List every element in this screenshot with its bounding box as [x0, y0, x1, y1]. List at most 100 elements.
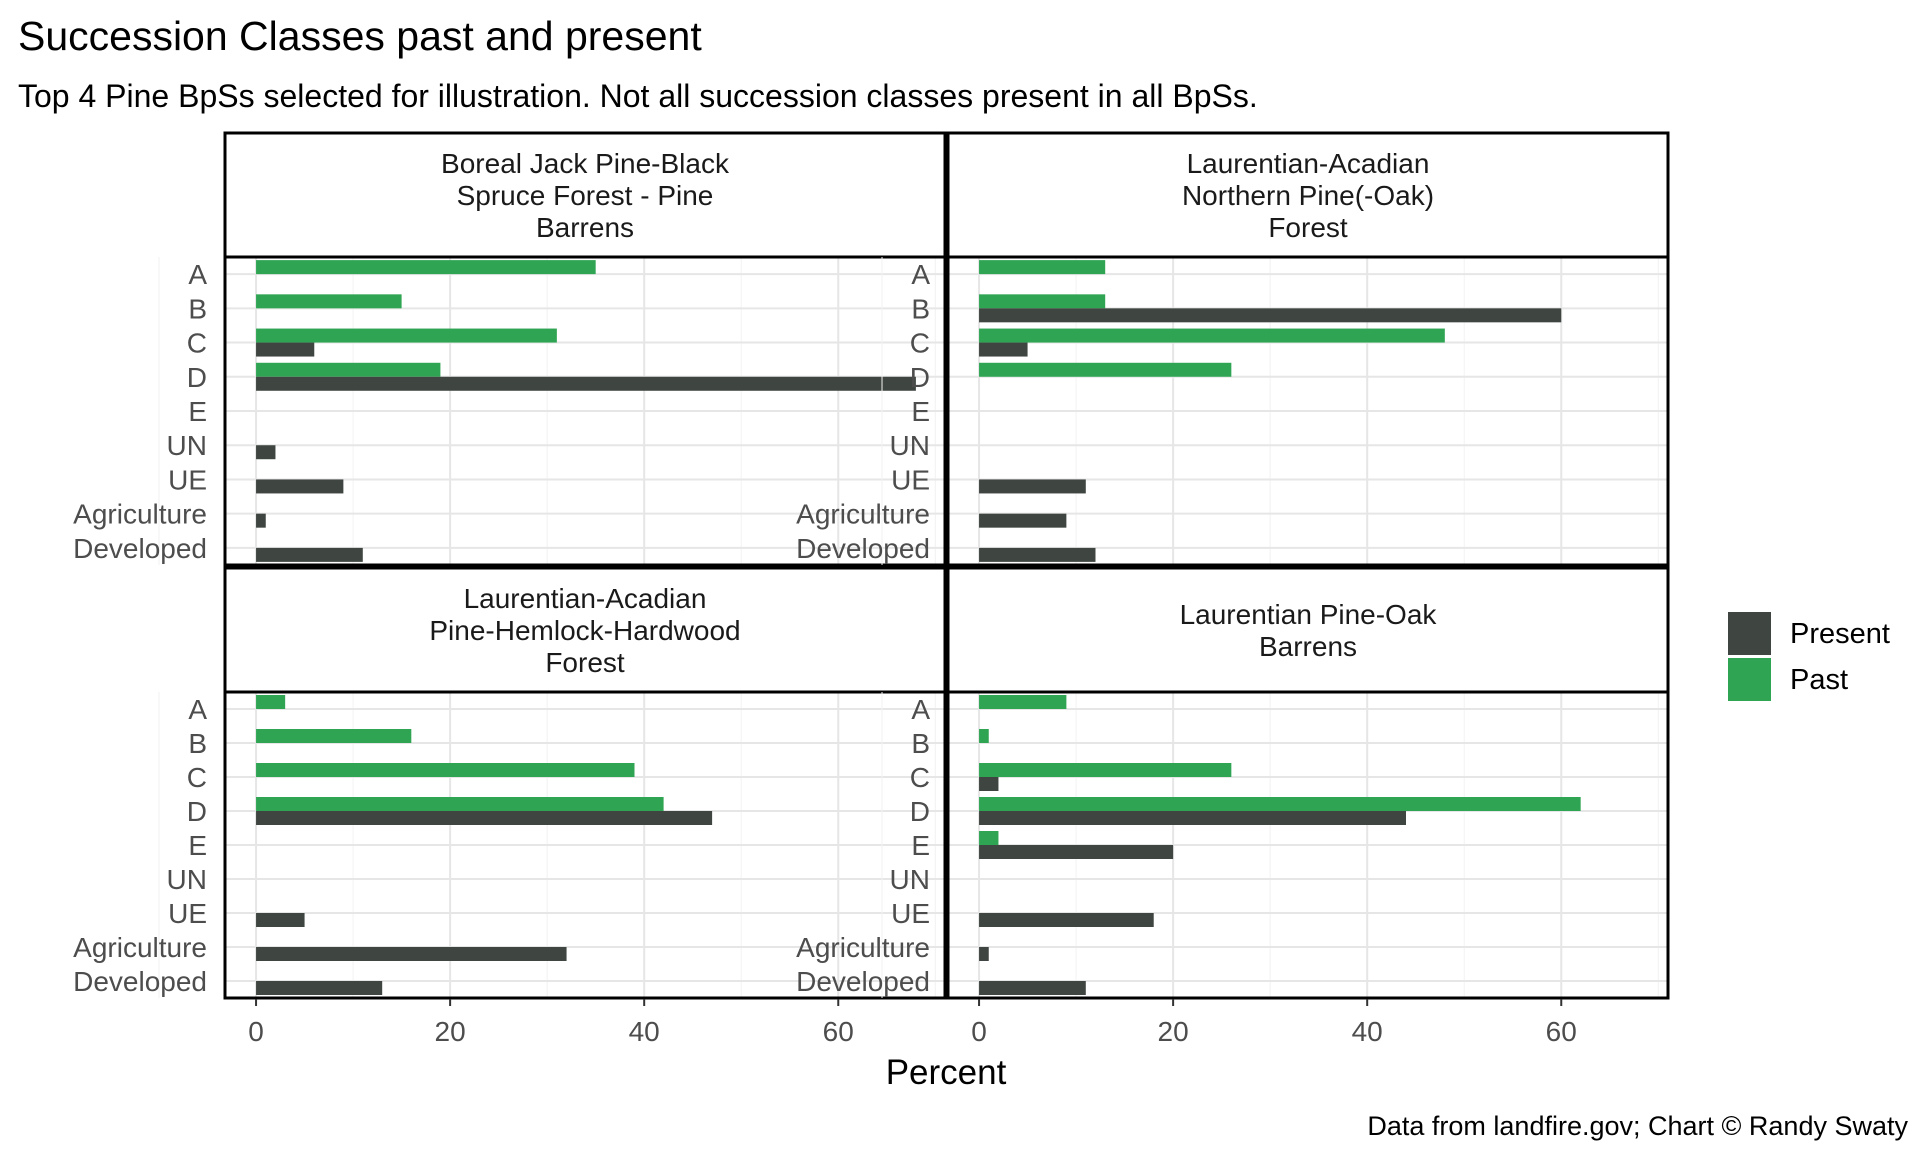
bar-past: [979, 729, 989, 743]
y-tick-label: D: [187, 362, 207, 393]
x-axis-label: Percent: [886, 1053, 1007, 1092]
facet-title-line: Laurentian-Acadian: [1187, 148, 1430, 179]
bar-past: [256, 260, 596, 275]
x-tick-label: 40: [629, 1016, 660, 1047]
facet-title-line: Forest: [545, 647, 625, 678]
chart-title: Succession Classes past and present: [18, 13, 702, 59]
bar-past: [256, 695, 286, 709]
y-tick-label: C: [187, 328, 207, 359]
facet-title-line: Northern Pine(-Oak): [1182, 180, 1434, 211]
bar-present: [979, 913, 1154, 927]
chart-subtitle: Top 4 Pine BpSs selected for illustratio…: [18, 78, 1258, 114]
y-tick-label: C: [187, 762, 207, 793]
bar-present: [256, 947, 567, 961]
bar-present: [979, 811, 1407, 825]
y-tick-label: E: [911, 830, 930, 861]
bar-present: [979, 342, 1028, 357]
bar-present: [256, 981, 383, 995]
bar-present: [979, 845, 1174, 859]
facet-title-line: Laurentian-Acadian: [464, 583, 707, 614]
facet-strip: [223, 131, 947, 259]
bar-present: [256, 479, 344, 494]
facet-title-line: Laurentian Pine-Oak: [1180, 599, 1438, 630]
y-tick-label: C: [910, 328, 930, 359]
y-tick-label: A: [911, 259, 930, 290]
bar-past: [979, 260, 1106, 275]
facet-strip: [946, 566, 1670, 694]
bar-past: [979, 294, 1106, 309]
facet-title-line: Barrens: [1259, 631, 1357, 662]
facet-panel: ABCDEUNUEAgricultureDevelopedLaurentian-…: [796, 131, 1670, 567]
bar-past: [256, 328, 557, 343]
y-tick-label: D: [910, 796, 930, 827]
y-tick-label: B: [188, 293, 207, 324]
bar-present: [256, 376, 916, 391]
bar-present: [979, 981, 1086, 995]
y-tick-label: UN: [890, 430, 930, 461]
y-tick-label: UN: [167, 430, 207, 461]
y-tick-label: UE: [891, 464, 930, 495]
y-tick-label: B: [911, 728, 930, 759]
y-tick-label: D: [910, 362, 930, 393]
bar-present: [256, 445, 276, 460]
x-tick-label: 40: [1352, 1016, 1383, 1047]
bar-present: [979, 479, 1086, 494]
legend-key-present: [1728, 612, 1771, 655]
x-tick-label: 20: [435, 1016, 466, 1047]
x-tick-label: 20: [1158, 1016, 1189, 1047]
facet-title-line: Spruce Forest - Pine: [457, 180, 714, 211]
chart-caption: Data from landfire.gov; Chart © Randy Sw…: [1367, 1111, 1908, 1141]
bar-present: [979, 547, 1096, 562]
y-tick-label: UN: [167, 864, 207, 895]
facet-strip: [223, 566, 947, 694]
bar-past: [256, 763, 635, 777]
y-tick-label: C: [910, 762, 930, 793]
facet-title-line: Pine-Hemlock-Hardwood: [429, 615, 740, 646]
y-tick-label: UE: [891, 898, 930, 929]
bar-past: [256, 362, 441, 377]
y-tick-label: Agriculture: [73, 499, 207, 530]
facet-title-line: Barrens: [536, 212, 634, 243]
x-tick-label: 0: [971, 1016, 987, 1047]
bar-past: [979, 763, 1232, 777]
legend-key-past: [1728, 658, 1771, 701]
panel-border: [946, 690, 1670, 1000]
legend-label: Past: [1790, 664, 1848, 696]
facet-title-line: Forest: [1268, 212, 1348, 243]
bar-present: [979, 777, 999, 791]
x-axes: 0 20 40 60 0 20 40 60: [248, 999, 1577, 1047]
bar-past: [979, 328, 1445, 343]
y-tick-label: A: [188, 259, 207, 290]
bar-present: [979, 513, 1067, 528]
y-tick-label: UE: [168, 898, 207, 929]
y-tick-label: Developed: [73, 966, 207, 997]
y-tick-label: Agriculture: [73, 932, 207, 963]
bar-past: [256, 294, 402, 309]
bar-past: [979, 695, 1067, 709]
y-tick-label: Developed: [73, 533, 207, 564]
y-tick-label: Developed: [796, 966, 930, 997]
y-tick-label: E: [188, 396, 207, 427]
panel-border: [946, 255, 1670, 567]
legend-label: Present: [1790, 618, 1890, 650]
panel-border: [223, 690, 947, 1000]
bar-present: [256, 513, 266, 528]
facet-panel: ABCDEUNUEAgricultureDevelopedLaurentian-…: [73, 566, 947, 1000]
x-tick-label: 60: [823, 1016, 854, 1047]
bar-past: [979, 362, 1232, 377]
bar-past: [256, 729, 412, 743]
bar-present: [256, 547, 363, 562]
bar-present: [979, 947, 989, 961]
bar-present: [256, 342, 315, 357]
y-tick-label: A: [911, 694, 930, 725]
bar-past: [979, 797, 1581, 811]
y-tick-label: D: [187, 796, 207, 827]
y-tick-label: Agriculture: [796, 499, 930, 530]
bar-past: [256, 797, 664, 811]
y-tick-label: E: [188, 830, 207, 861]
y-tick-label: Developed: [796, 533, 930, 564]
legend: Present Past: [1728, 612, 1890, 701]
